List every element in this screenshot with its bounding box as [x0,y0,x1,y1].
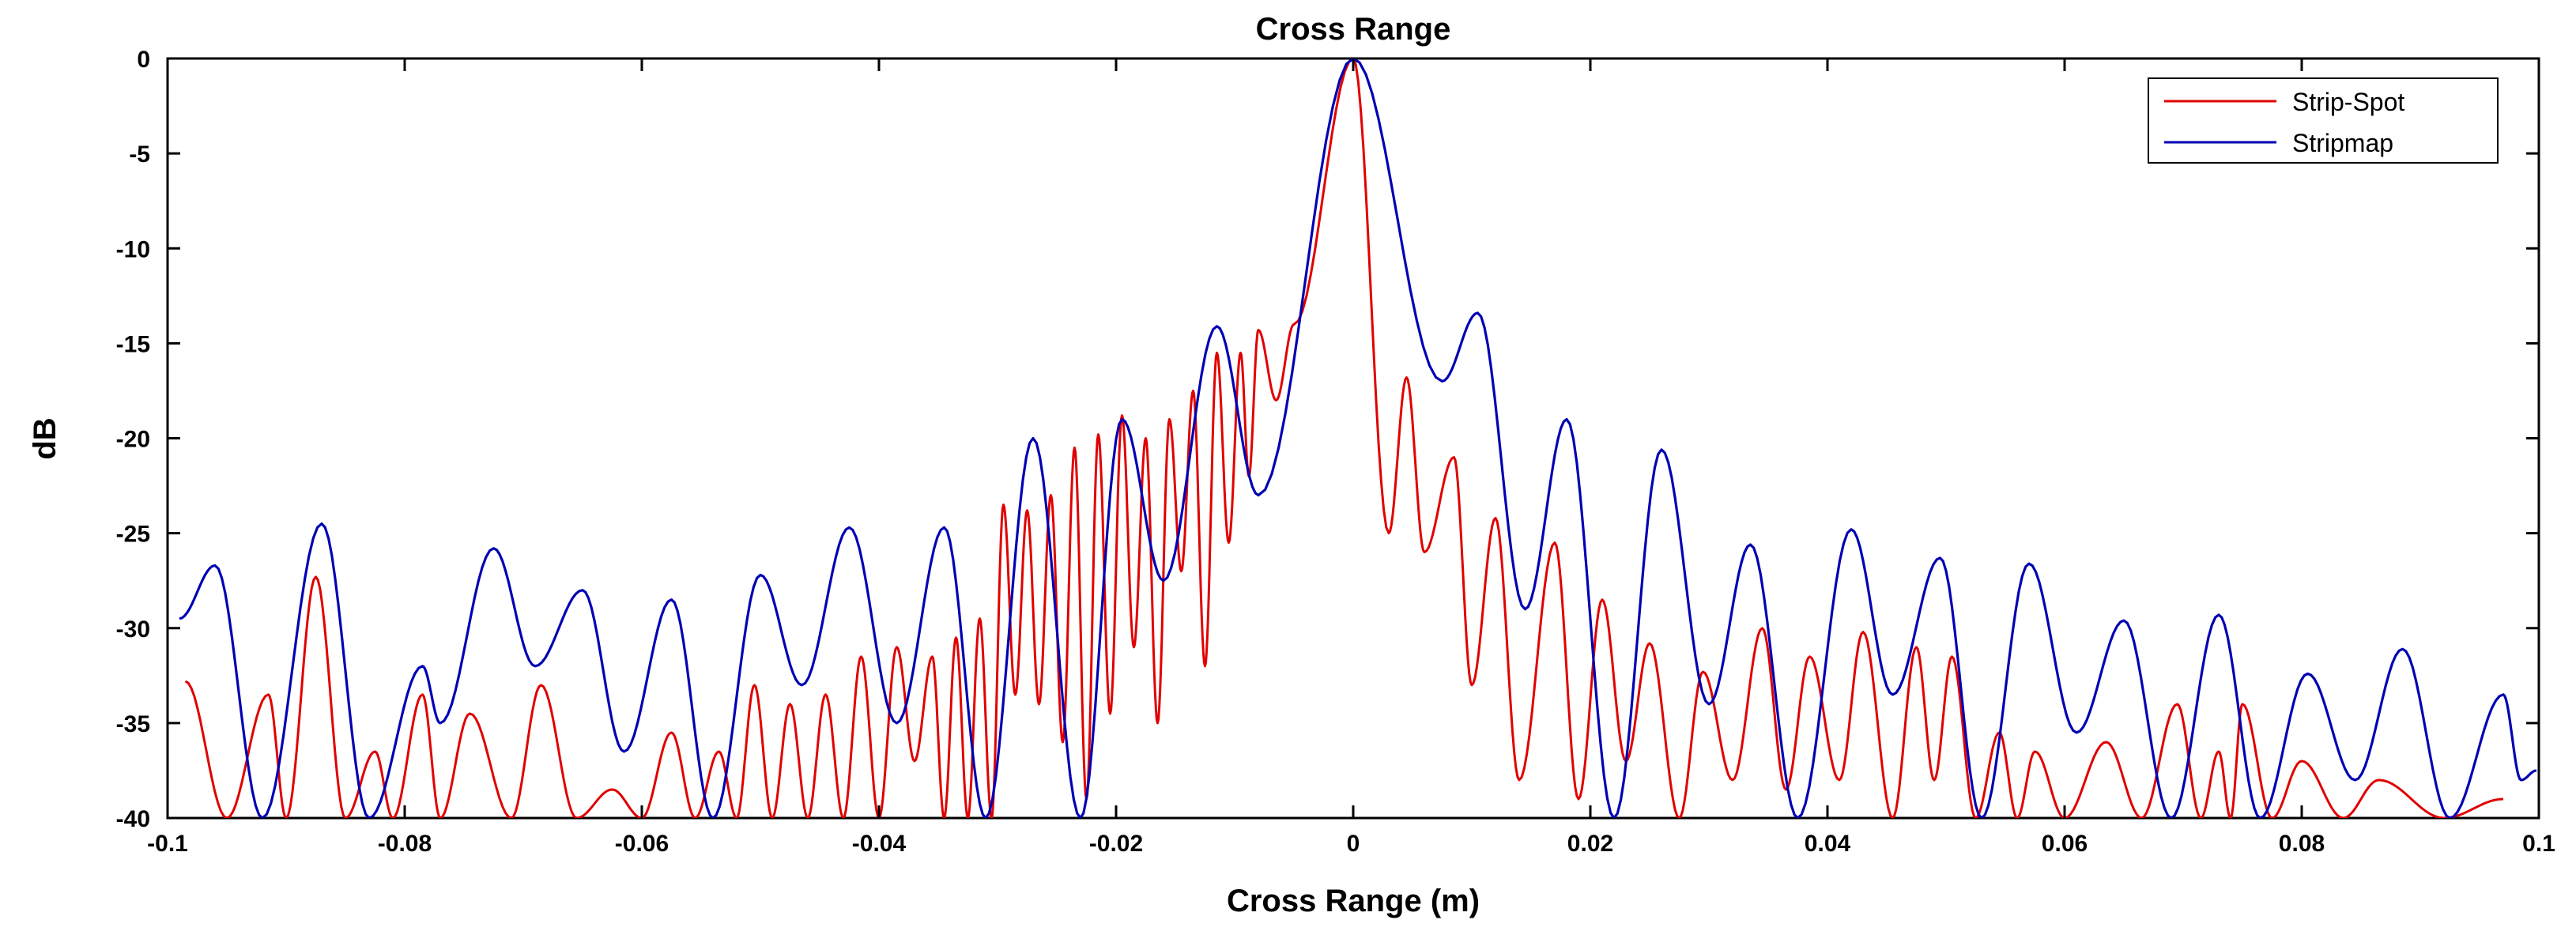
legend: Strip-Spot Stripmap [2148,77,2499,164]
x-axis-label: Cross Range (m) [1227,884,1480,918]
x-tick-label: -0.04 [852,831,907,857]
legend-label-stripmap: Stripmap [2292,129,2393,157]
plot-area [166,57,2540,820]
x-tick-label: 0.04 [1805,831,1851,857]
x-tick-label: -0.06 [615,831,669,857]
legend-box [2148,77,2499,164]
chart-title: Cross Range [1256,12,1451,47]
y-tick-label: 0 [137,47,150,73]
x-tick-label: -0.08 [378,831,432,857]
x-tick-label: 0.08 [2279,831,2325,857]
y-tick-label: -35 [116,711,150,737]
series-line-stripmap [179,58,2537,818]
y-tick-label: -25 [116,522,150,548]
y-tick-label: -20 [116,427,150,453]
y-tick-label: -10 [116,236,150,262]
x-tick-label: -0.02 [1089,831,1143,857]
y-tick-label: -40 [116,806,150,832]
x-tick-label: 0.02 [1567,831,1613,857]
y-tick-label: -15 [116,331,150,357]
x-tick-label: -0.1 [147,831,188,857]
y-tick-label: -5 [129,141,150,168]
y-axis-label: dB [28,417,62,459]
y-tick-label: -30 [116,616,150,643]
x-tick-label: 0 [1347,831,1360,857]
x-tick-label: 0.1 [2522,831,2555,857]
legend-label-strip-spot: Strip-Spot [2292,88,2404,116]
x-tick-label: 0.06 [2042,831,2088,857]
